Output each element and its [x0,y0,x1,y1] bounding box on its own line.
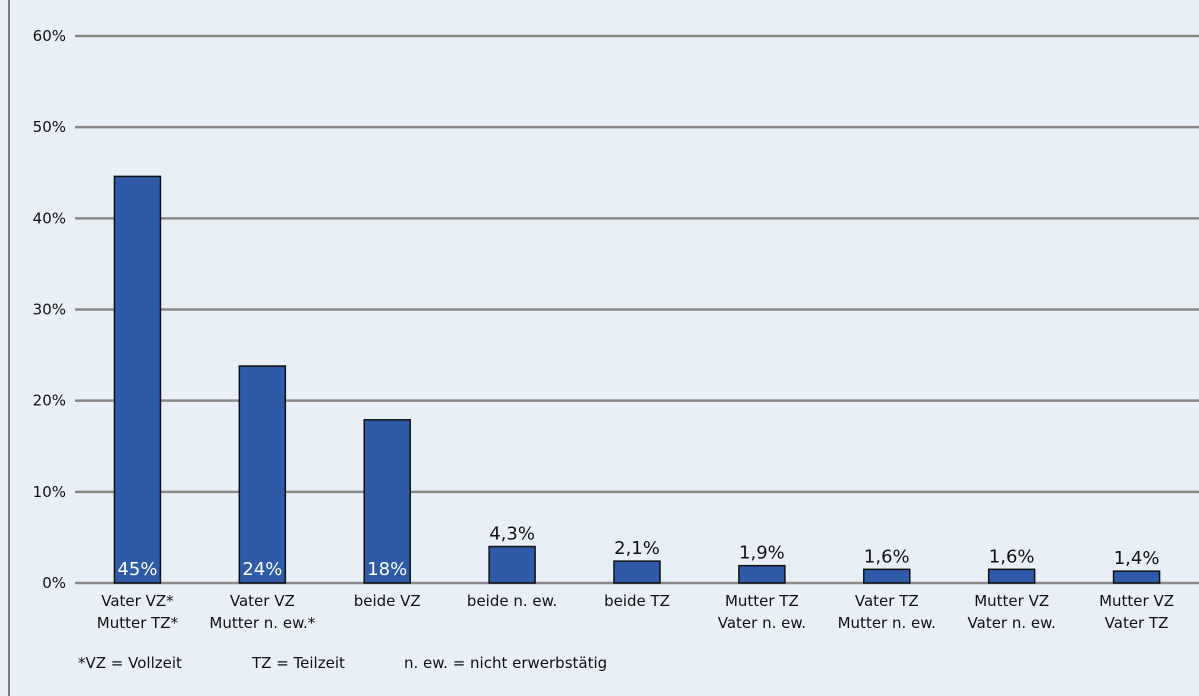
data-label: 4,3% [489,524,535,545]
x-tick-label: Mutter VZ [974,592,1049,610]
x-tick-label: Mutter TZ* [97,614,179,632]
y-tick-label: 0% [42,574,66,592]
data-label: 1,6% [989,546,1035,567]
y-tick-label: 30% [33,301,66,319]
data-label: 18% [367,559,407,580]
x-tick-label: Vater VZ [230,592,295,610]
data-label: 1,6% [864,546,910,567]
x-tick-label: Vater n. ew. [718,614,806,632]
data-label: 24% [242,559,282,580]
y-tick-label: 60% [33,27,66,45]
x-tick-label: Vater n. ew. [968,614,1056,632]
bar [363,419,411,584]
x-tick-label: Mutter TZ [725,592,799,610]
y-tick-label: 40% [33,209,66,227]
bar [613,560,661,584]
data-label: 1,4% [1114,548,1160,569]
y-tick-label: 20% [33,392,66,410]
x-tick-label: Mutter n. ew.* [209,614,315,632]
bar [1112,570,1161,584]
y-axis-ticks: 0% 10% 20% 30% 40% 50% 60% [33,27,66,592]
bar [488,545,536,584]
x-tick-label: Vater TZ [1105,614,1169,632]
y-tick-label: 10% [33,483,66,501]
bar [238,365,287,584]
footnote-nicht-erwerbstaetig: n. ew. = nicht erwerbstätig [404,654,608,672]
data-label: 45% [117,559,157,580]
x-tick-label: Mutter n. ew. [838,614,936,632]
data-labels: 45% 24% 18% 4,3% 2,1% 1,9% 1,6% 1,6% 1,4% [117,524,1159,580]
x-tick-label: beide n. ew. [467,592,557,610]
bar [863,568,911,584]
x-tick-label: beide VZ [354,592,421,610]
bar [987,568,1036,584]
x-tick-label: Vater TZ [855,592,919,610]
y-tick-label: 50% [33,118,66,136]
x-tick-label: Vater VZ* [101,592,174,610]
footnote-teilzeit: TZ = Teilzeit [252,654,345,672]
data-label: 1,9% [739,543,785,564]
bar [738,564,786,584]
data-label: 2,1% [614,538,660,559]
bars [113,175,1161,584]
x-tick-label: Mutter VZ [1099,592,1174,610]
bar [113,175,162,584]
x-axis-labels: Vater VZ* Mutter TZ* Vater VZ Mutter n. ew.… [97,592,1174,632]
footnote-vollzeit: *VZ = Vollzeit [78,654,182,672]
x-tick-label: beide TZ [604,592,670,610]
